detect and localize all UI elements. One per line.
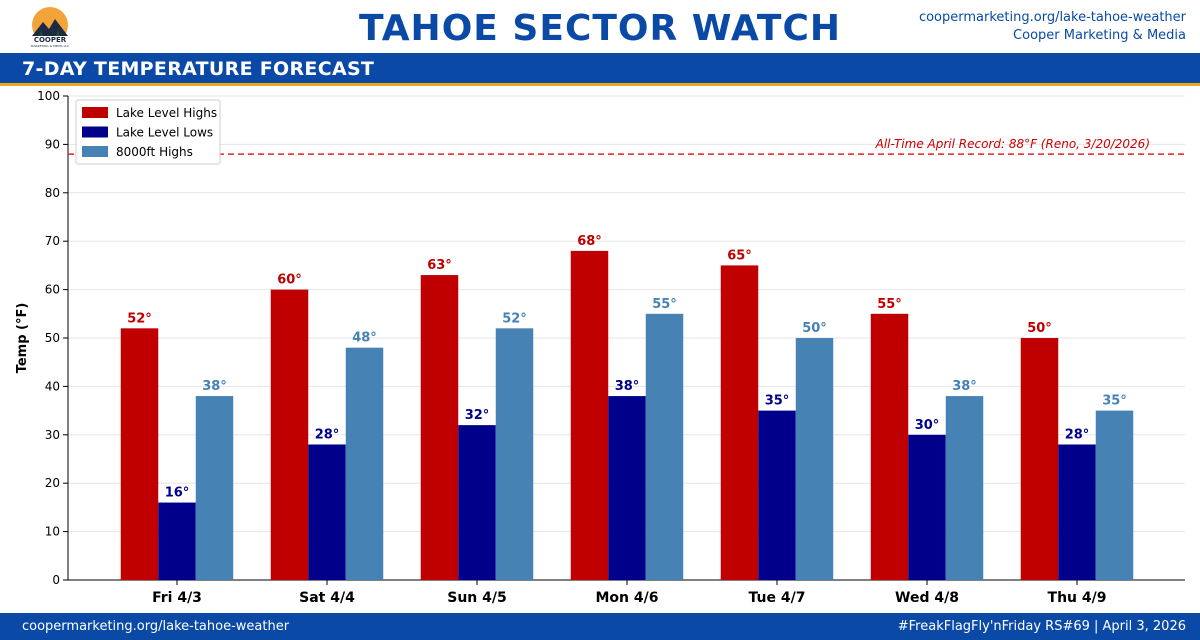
- bar-value-label: 50°: [802, 321, 827, 336]
- legend-label: Lake Level Lows: [116, 126, 213, 140]
- legend-box: [75, 99, 221, 165]
- section-bar: 7-DAY TEMPERATURE FORECAST: [0, 53, 1200, 86]
- bar-lake-high: [420, 275, 459, 580]
- bar-lake-low: [158, 502, 196, 580]
- y-tick-label: 70: [45, 234, 60, 248]
- bar-lake-low: [1058, 444, 1096, 580]
- y-tick-label: 0: [52, 573, 60, 587]
- bar-value-label: 28°: [315, 427, 340, 442]
- header-links: coopermarketing.org/lake-tahoe-weather C…: [919, 9, 1186, 45]
- cooper-logo-icon: COOPER MARKETING & MEDIA LLC: [26, 7, 74, 48]
- bar-value-label: 60°: [277, 273, 302, 288]
- bar-value-label: 32°: [465, 408, 490, 423]
- bar-value-label: 55°: [877, 297, 902, 312]
- header-url-link[interactable]: coopermarketing.org/lake-tahoe-weather: [918, 10, 1186, 25]
- bar-value-label: 65°: [727, 248, 752, 263]
- bar-value-label: 38°: [952, 379, 977, 394]
- header: COOPER MARKETING & MEDIA LLC TAHOE SECTO…: [0, 0, 1200, 53]
- bar-value-label: 55°: [652, 297, 677, 312]
- footer: coopermarketing.org/lake-tahoe-weather #…: [0, 613, 1200, 640]
- section-title: 7-DAY TEMPERATURE FORECAST: [22, 58, 375, 80]
- record-reference-label: All-Time April Record: 88°F (Reno, 3/20/…: [875, 137, 1150, 151]
- bar-8000ft-high: [1095, 410, 1134, 580]
- bar-8000ft-high: [495, 328, 534, 580]
- bar-value-label: 68°: [577, 234, 602, 249]
- y-tick-label: 10: [45, 525, 60, 539]
- bar-value-label: 16°: [165, 486, 190, 501]
- bar-8000ft-high: [345, 347, 384, 580]
- x-tick-label: Thu 4/9: [1048, 590, 1107, 606]
- legend-swatch: [82, 107, 108, 118]
- bar-value-label: 30°: [915, 418, 940, 433]
- x-tick-label: Tue 4/7: [749, 590, 806, 606]
- bar-8000ft-high: [795, 338, 834, 580]
- logo-text: COOPER: [34, 36, 67, 44]
- legend-label: Lake Level Highs: [116, 106, 217, 120]
- temperature-chart: 0 10 20 30 40 50 60 70 80 90 100 Temp (°F) All-Time …: [15, 89, 1185, 606]
- logo-subtext: MARKETING & MEDIA LLC: [31, 44, 69, 48]
- bar-value-label: 48°: [352, 331, 377, 346]
- x-tick-label: Sun 4/5: [447, 590, 507, 606]
- y-tick-label: 90: [45, 137, 60, 151]
- y-tick-label: 60: [45, 283, 60, 297]
- bar-value-label: 35°: [1102, 394, 1127, 409]
- bar-value-label: 50°: [1027, 321, 1052, 336]
- bar-8000ft-high: [645, 313, 684, 580]
- bar-value-label: 38°: [615, 379, 640, 394]
- y-tick-label: 20: [45, 476, 60, 490]
- bar-lake-low: [758, 410, 796, 580]
- bar-value-label: 52°: [502, 311, 527, 326]
- bar-lake-low: [608, 396, 646, 580]
- bar-value-label: 63°: [427, 258, 452, 273]
- y-tick-label: 50: [45, 331, 60, 345]
- legend-swatch: [82, 126, 108, 138]
- legend-swatch: [82, 146, 108, 157]
- bar-8000ft-high: [945, 396, 984, 580]
- bar-lake-low: [908, 434, 946, 580]
- x-tick-label: Fri 4/3: [152, 590, 202, 606]
- footer-hashtag: #FreakFlagFly'nFriday RS#69 | April 3, 2…: [897, 619, 1186, 634]
- bar-8000ft-high: [195, 396, 234, 580]
- bar-lake-low: [308, 444, 346, 580]
- bar-lake-high: [1020, 338, 1059, 580]
- bar-value-label: 35°: [765, 394, 790, 409]
- bar-lake-high: [870, 313, 909, 580]
- y-axis-title: Temp (°F): [15, 303, 30, 374]
- y-tick-label: 30: [45, 428, 60, 442]
- footer-url-link[interactable]: coopermarketing.org/lake-tahoe-weather: [22, 619, 290, 634]
- bar-lake-high: [720, 265, 759, 580]
- bar-lake-high: [120, 328, 159, 580]
- y-tick-label: 80: [45, 186, 60, 200]
- y-tick-label: 100: [37, 89, 60, 103]
- y-tick-label: 40: [45, 379, 60, 393]
- bar-lake-high: [270, 289, 309, 580]
- x-tick-label: Wed 4/8: [895, 590, 959, 606]
- bar-value-label: 52°: [127, 311, 152, 326]
- x-tick-label: Mon 4/6: [596, 590, 659, 606]
- header-brand: Cooper Marketing & Media: [1013, 28, 1186, 43]
- legend-label: 8000ft Highs: [116, 145, 193, 159]
- bar-lake-high: [570, 250, 609, 580]
- x-tick-label: Sat 4/4: [299, 590, 355, 606]
- bar-value-label: 28°: [1065, 427, 1090, 442]
- bar-value-label: 38°: [202, 379, 227, 394]
- page-title: TAHOE SECTOR WATCH: [358, 8, 842, 49]
- bar-lake-low: [458, 425, 496, 580]
